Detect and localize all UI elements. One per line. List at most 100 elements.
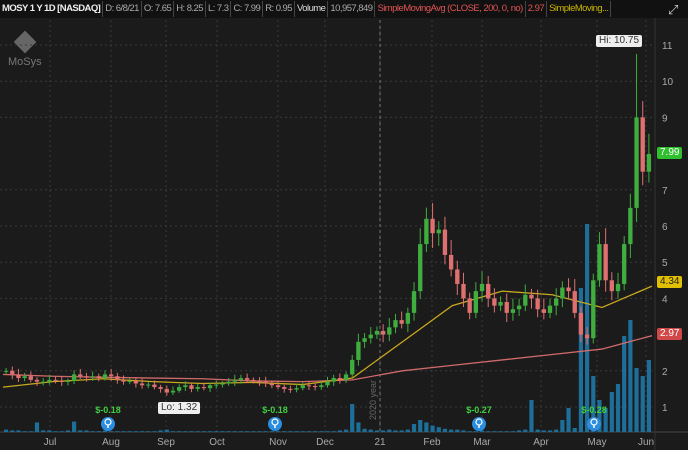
- volume-bar: [337, 430, 342, 432]
- close-readout: C: 7.99: [231, 1, 264, 17]
- volume-bar: [251, 431, 256, 432]
- candle-body: [22, 376, 27, 379]
- volume-bar: [102, 430, 108, 432]
- volume-bar: [374, 430, 380, 432]
- low-annotation: Lo: 1.32: [158, 402, 201, 414]
- volume-bar: [189, 431, 194, 432]
- candle-body: [207, 385, 213, 389]
- x-tick-label: Feb: [423, 437, 441, 448]
- candle-body: [183, 385, 188, 388]
- candle-body: [350, 359, 355, 375]
- volume-bar: [10, 430, 15, 432]
- volume-bar: [306, 431, 312, 432]
- candle-body: [275, 385, 281, 388]
- candle-body: [591, 280, 596, 339]
- volume-bar: [498, 431, 503, 432]
- range-readout: R: 0.95: [263, 1, 296, 17]
- candle-body: [399, 320, 404, 324]
- candle-body: [479, 283, 485, 292]
- volume-bar: [461, 430, 466, 432]
- candle-body: [53, 379, 58, 381]
- date-readout: D: 6/8/21: [103, 1, 142, 17]
- candle-body: [393, 320, 398, 328]
- candle-body: [597, 244, 602, 281]
- candle-body: [195, 387, 200, 389]
- candle-body: [380, 330, 386, 335]
- volume-bar: [603, 408, 608, 432]
- volume-bar: [405, 429, 410, 432]
- y-tick-label: 5: [662, 258, 668, 269]
- candle-body: [634, 117, 639, 208]
- volume-bar: [591, 376, 596, 432]
- volume-bar: [368, 429, 373, 432]
- candle-body: [78, 374, 83, 377]
- volume-bar: [65, 430, 70, 432]
- volume-bar: [492, 431, 497, 432]
- candle-body: [152, 384, 157, 388]
- candle-body: [356, 341, 361, 360]
- candle-body: [430, 218, 435, 234]
- candle-body: [504, 302, 509, 313]
- volume-bar: [263, 431, 268, 432]
- candle-body: [609, 280, 614, 292]
- symbol-label[interactable]: MOSY 1 Y 1D [NASDAQ]: [0, 1, 104, 17]
- y-tick-label: 2: [662, 367, 668, 378]
- volume-bar: [628, 320, 633, 432]
- volume-bar: [201, 431, 206, 432]
- candle-body: [337, 378, 343, 380]
- x-tick-label: Nov: [269, 437, 287, 448]
- candle-body: [189, 385, 194, 389]
- candle-body: [325, 381, 330, 386]
- candle-body: [146, 384, 151, 386]
- volume-bar: [430, 425, 435, 432]
- candle-body: [387, 327, 392, 335]
- volume-bar: [504, 431, 509, 432]
- y-tick-label: 1: [662, 403, 668, 414]
- x-tick-label: Jun: [638, 437, 654, 448]
- candle-body: [115, 376, 120, 380]
- volume-bar: [418, 420, 423, 432]
- volume-bar: [4, 429, 9, 432]
- volume-bar: [356, 422, 361, 432]
- candle-body: [102, 374, 108, 379]
- volume-bar: [127, 431, 132, 432]
- candle-body: [109, 374, 114, 377]
- open-readout: O: 7.65: [142, 1, 175, 17]
- candle-body: [158, 387, 163, 389]
- candle-body: [405, 312, 411, 324]
- volume-bar: [523, 429, 528, 432]
- candle-body: [448, 254, 454, 270]
- volume-bar: [71, 421, 77, 432]
- volume-bar: [207, 431, 213, 432]
- candle-body: [343, 374, 349, 380]
- volume-bar: [362, 428, 367, 432]
- candle-body: [622, 244, 627, 284]
- zoom-fit-icon[interactable]: ⤢: [668, 2, 679, 17]
- x-tick-label: Jul: [44, 437, 57, 448]
- sma200-value: 2.97: [526, 1, 548, 17]
- earnings-label: $-0.18: [95, 405, 121, 415]
- earnings-icon-circle: [101, 417, 115, 431]
- volume-bar: [275, 431, 281, 432]
- volume-bar: [294, 431, 299, 432]
- volume-bar: [566, 408, 571, 432]
- volume-bar: [387, 429, 392, 432]
- volume-label[interactable]: Volume: [295, 1, 329, 17]
- year-marker: 2020 year: [368, 380, 378, 420]
- candle-body: [133, 380, 139, 384]
- volume-bar: [16, 430, 21, 432]
- sma50-label[interactable]: SimpleMoving...: [547, 1, 612, 17]
- candle-body: [566, 287, 571, 292]
- candle-body: [628, 207, 633, 245]
- sma200-label[interactable]: SimpleMovingAvg (CLOSE, 200, 0, no): [375, 1, 526, 17]
- candle-body: [529, 294, 534, 299]
- x-tick-label: Dec: [316, 437, 334, 448]
- volume-bar: [646, 360, 651, 432]
- volume-bar: [96, 431, 101, 432]
- candle-body: [170, 390, 176, 393]
- lightbulb-icon: [587, 417, 601, 431]
- candle-body: [28, 376, 33, 380]
- candle-body: [424, 218, 429, 245]
- candle-body: [220, 383, 225, 385]
